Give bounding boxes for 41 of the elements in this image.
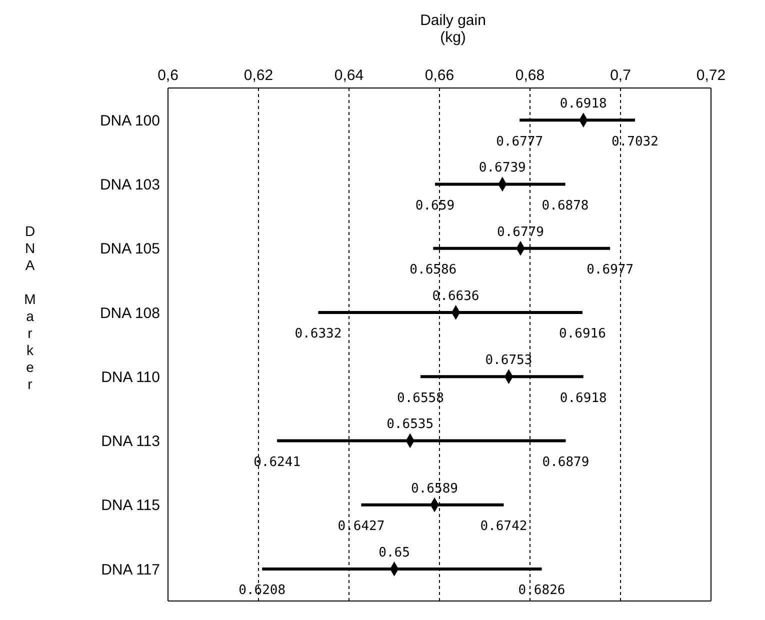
annotation: 0.6427 bbox=[338, 519, 385, 534]
y-tick-label: DNA 117 bbox=[101, 561, 160, 578]
y-tick-label: DNA 110 bbox=[101, 368, 160, 386]
x-tick-label: 0,7 bbox=[610, 67, 631, 84]
y-tick-label: DNA 100 bbox=[100, 112, 160, 130]
annotation: 0.6241 bbox=[254, 454, 301, 470]
annotation: 0.6586 bbox=[410, 262, 457, 278]
data-label: 0.6753 bbox=[485, 353, 532, 368]
annotation: 0.659 bbox=[415, 198, 455, 214]
x-tick-label: 0,72 bbox=[696, 67, 726, 84]
x-axis-title: Daily gain (kg) bbox=[419, 12, 487, 46]
data-label: 0.6779 bbox=[497, 224, 544, 240]
data-label: 0.6918 bbox=[560, 96, 607, 112]
data-label: 0.6739 bbox=[478, 160, 526, 176]
data-label: 0.6535 bbox=[386, 417, 434, 432]
annotation: 0.6916 bbox=[559, 326, 606, 342]
x-tick-label: 0,6 bbox=[158, 67, 178, 84]
data-label: 0.6636 bbox=[432, 288, 480, 304]
annotation: 0.6918 bbox=[560, 390, 607, 406]
y-tick-label: DNA 108 bbox=[100, 304, 160, 322]
y-tick-label: DNA 103 bbox=[100, 176, 160, 194]
data-label: 0.65 bbox=[378, 545, 410, 560]
data-label: 0.6589 bbox=[411, 481, 458, 496]
x-tick-label: 0,64 bbox=[334, 67, 364, 84]
annotation: 0.6878 bbox=[542, 198, 589, 214]
y-tick-label: DNA 115 bbox=[101, 497, 160, 514]
annotation: 0.6826 bbox=[518, 583, 566, 598]
y-axis-title: DNA Marker bbox=[22, 223, 38, 393]
x-tick-label: 0,68 bbox=[515, 67, 545, 84]
x-tick-label: 0,66 bbox=[424, 67, 454, 84]
x-tick-label: 0,62 bbox=[244, 67, 274, 84]
annotation: 0.6742 bbox=[480, 519, 528, 534]
annotation: 0.6332 bbox=[294, 326, 342, 342]
annotation: 0.6558 bbox=[397, 390, 444, 406]
annotation: 0.7032 bbox=[611, 134, 658, 150]
annotation: 0.6208 bbox=[238, 583, 286, 598]
annotation: 0.6777 bbox=[496, 134, 544, 150]
annotation: 0.6977 bbox=[586, 262, 634, 278]
y-tick-label: DNA 105 bbox=[100, 240, 160, 258]
y-tick-label: DNA 113 bbox=[101, 433, 160, 450]
annotation: 0.6879 bbox=[542, 454, 590, 470]
